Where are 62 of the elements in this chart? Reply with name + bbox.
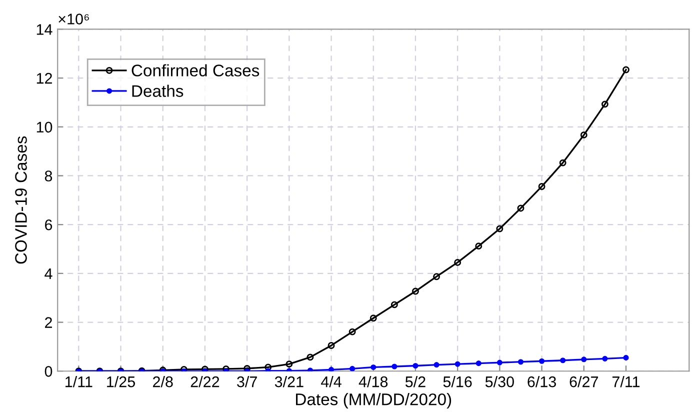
point	[623, 354, 629, 360]
point	[328, 342, 335, 349]
x-tick-label: 6/27	[570, 376, 598, 388]
point	[622, 66, 630, 74]
x-tick-label: 5/2	[405, 376, 426, 388]
legend-label: Deaths	[132, 84, 184, 97]
x-tick-label: 4/4	[321, 376, 342, 388]
point	[496, 225, 504, 232]
point	[392, 364, 398, 370]
point	[518, 359, 524, 365]
y-tick-label: 14	[36, 24, 52, 35]
y-tick-label: 4	[44, 268, 52, 279]
point	[580, 131, 588, 138]
text: ×10⁶	[58, 14, 89, 24]
x-tick-label: 1/25	[107, 376, 135, 388]
point	[222, 365, 230, 372]
x-tick-label: 4/18	[358, 376, 388, 388]
point	[538, 183, 546, 190]
point	[559, 159, 566, 166]
point	[476, 360, 482, 366]
x-tick-label: 3/21	[274, 376, 304, 388]
y-tick-label: 10	[36, 122, 52, 133]
point	[560, 358, 566, 364]
point	[581, 356, 587, 362]
point	[350, 366, 356, 372]
x-tick-label: 5/16	[443, 376, 472, 388]
x-tick-label: 2/8	[153, 376, 173, 388]
point	[412, 362, 418, 369]
point	[433, 273, 440, 280]
x-tick-label: 7/11	[612, 376, 640, 388]
legend-label: Confirmed Cases	[132, 64, 260, 76]
point	[348, 328, 356, 336]
point	[370, 314, 377, 322]
x-tick-label: 5/30	[485, 376, 514, 388]
point	[328, 366, 334, 372]
point	[454, 361, 460, 367]
point	[517, 204, 524, 212]
point	[306, 354, 314, 361]
x-axis-title: Dates (MM/DD/2020)	[296, 393, 452, 409]
point	[475, 242, 482, 250]
x-tick-label: 6/13	[528, 376, 556, 388]
point	[264, 364, 272, 371]
point	[286, 360, 293, 368]
x-tick-label: 2/22	[190, 376, 220, 388]
y-tick-label: 2	[45, 317, 52, 328]
point	[412, 288, 419, 295]
point	[244, 364, 251, 372]
y-tick-label: 6	[45, 219, 52, 230]
y-axis-title: COVID-19 Cases	[15, 136, 27, 264]
y-tick-label: 12	[36, 72, 52, 84]
y-tick-label: 8	[44, 170, 52, 182]
point	[602, 356, 608, 362]
point	[539, 358, 545, 364]
point	[390, 301, 398, 308]
x-tick-label: 3/7	[237, 376, 257, 388]
point	[601, 100, 608, 108]
y-tick-label: 0	[44, 366, 52, 377]
point	[370, 364, 376, 370]
point	[454, 258, 462, 266]
x-tick-label: 1/11	[66, 376, 92, 388]
point	[434, 362, 440, 368]
point	[496, 360, 502, 366]
